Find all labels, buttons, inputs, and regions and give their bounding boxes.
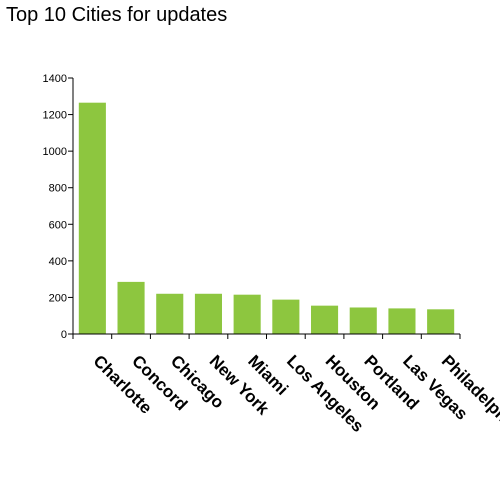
bar	[349, 307, 377, 334]
bar	[156, 293, 184, 334]
y-axis: 0 200 400 600 800 1000 1200 1400	[43, 73, 74, 341]
bar	[233, 294, 261, 334]
y-tick-label: 1400	[43, 73, 67, 85]
bar	[427, 309, 455, 334]
bar	[388, 308, 416, 334]
bars-group	[78, 102, 455, 334]
y-tick-label: 800	[49, 183, 67, 195]
y-tick-label: 200	[49, 292, 67, 304]
bar	[117, 281, 145, 334]
y-tick-label: 1000	[43, 146, 67, 158]
bar	[78, 102, 106, 334]
chart-title: Top 10 Cities for updates	[6, 4, 228, 26]
y-tick-label: 1200	[43, 110, 67, 122]
bar	[194, 293, 222, 334]
y-tick-label: 400	[49, 256, 67, 268]
bar	[272, 299, 300, 334]
y-tick-label: 600	[49, 219, 67, 231]
y-tick-label: 0	[61, 329, 67, 341]
bar	[311, 305, 339, 334]
